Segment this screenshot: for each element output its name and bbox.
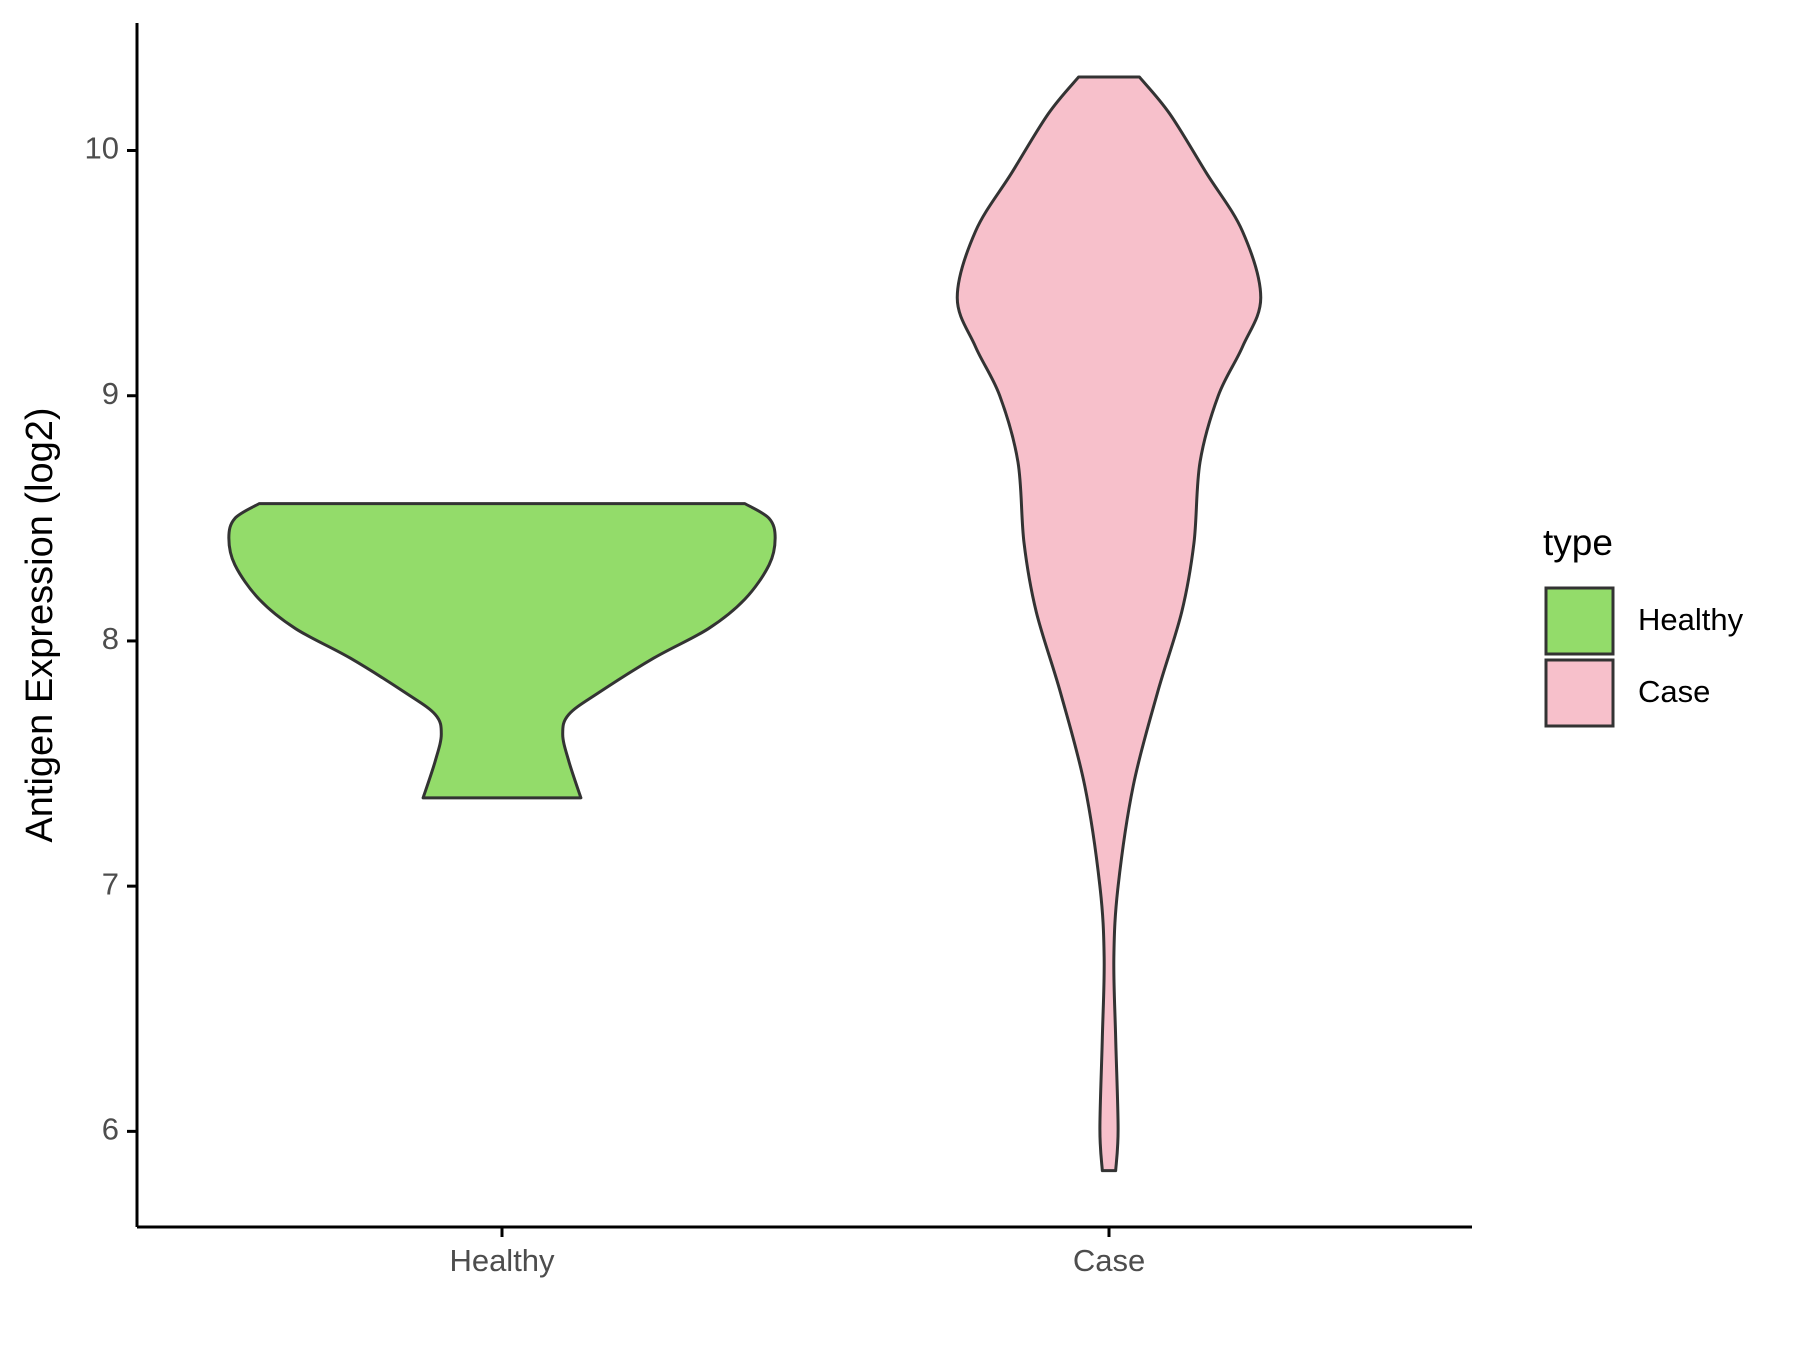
violin	[227, 502, 777, 800]
legend-swatch	[1544, 658, 1615, 728]
y-axis-title: Antigen Expression (log2)	[19, 407, 61, 842]
y-tick-label: 9	[102, 376, 119, 411]
x-tick-label: Case	[1073, 1243, 1145, 1278]
x-tick-label: Healthy	[449, 1243, 555, 1278]
legend-title: type	[1543, 522, 1613, 563]
violin	[955, 75, 1263, 1173]
y-tick-label: 10	[85, 131, 119, 166]
y-tick-label: 8	[102, 621, 119, 656]
legend-label: Case	[1638, 674, 1710, 709]
y-tick-label: 6	[102, 1112, 119, 1147]
legend-label: Healthy	[1638, 602, 1744, 637]
y-tick-label: 7	[102, 866, 119, 901]
legend-swatch	[1544, 586, 1615, 656]
